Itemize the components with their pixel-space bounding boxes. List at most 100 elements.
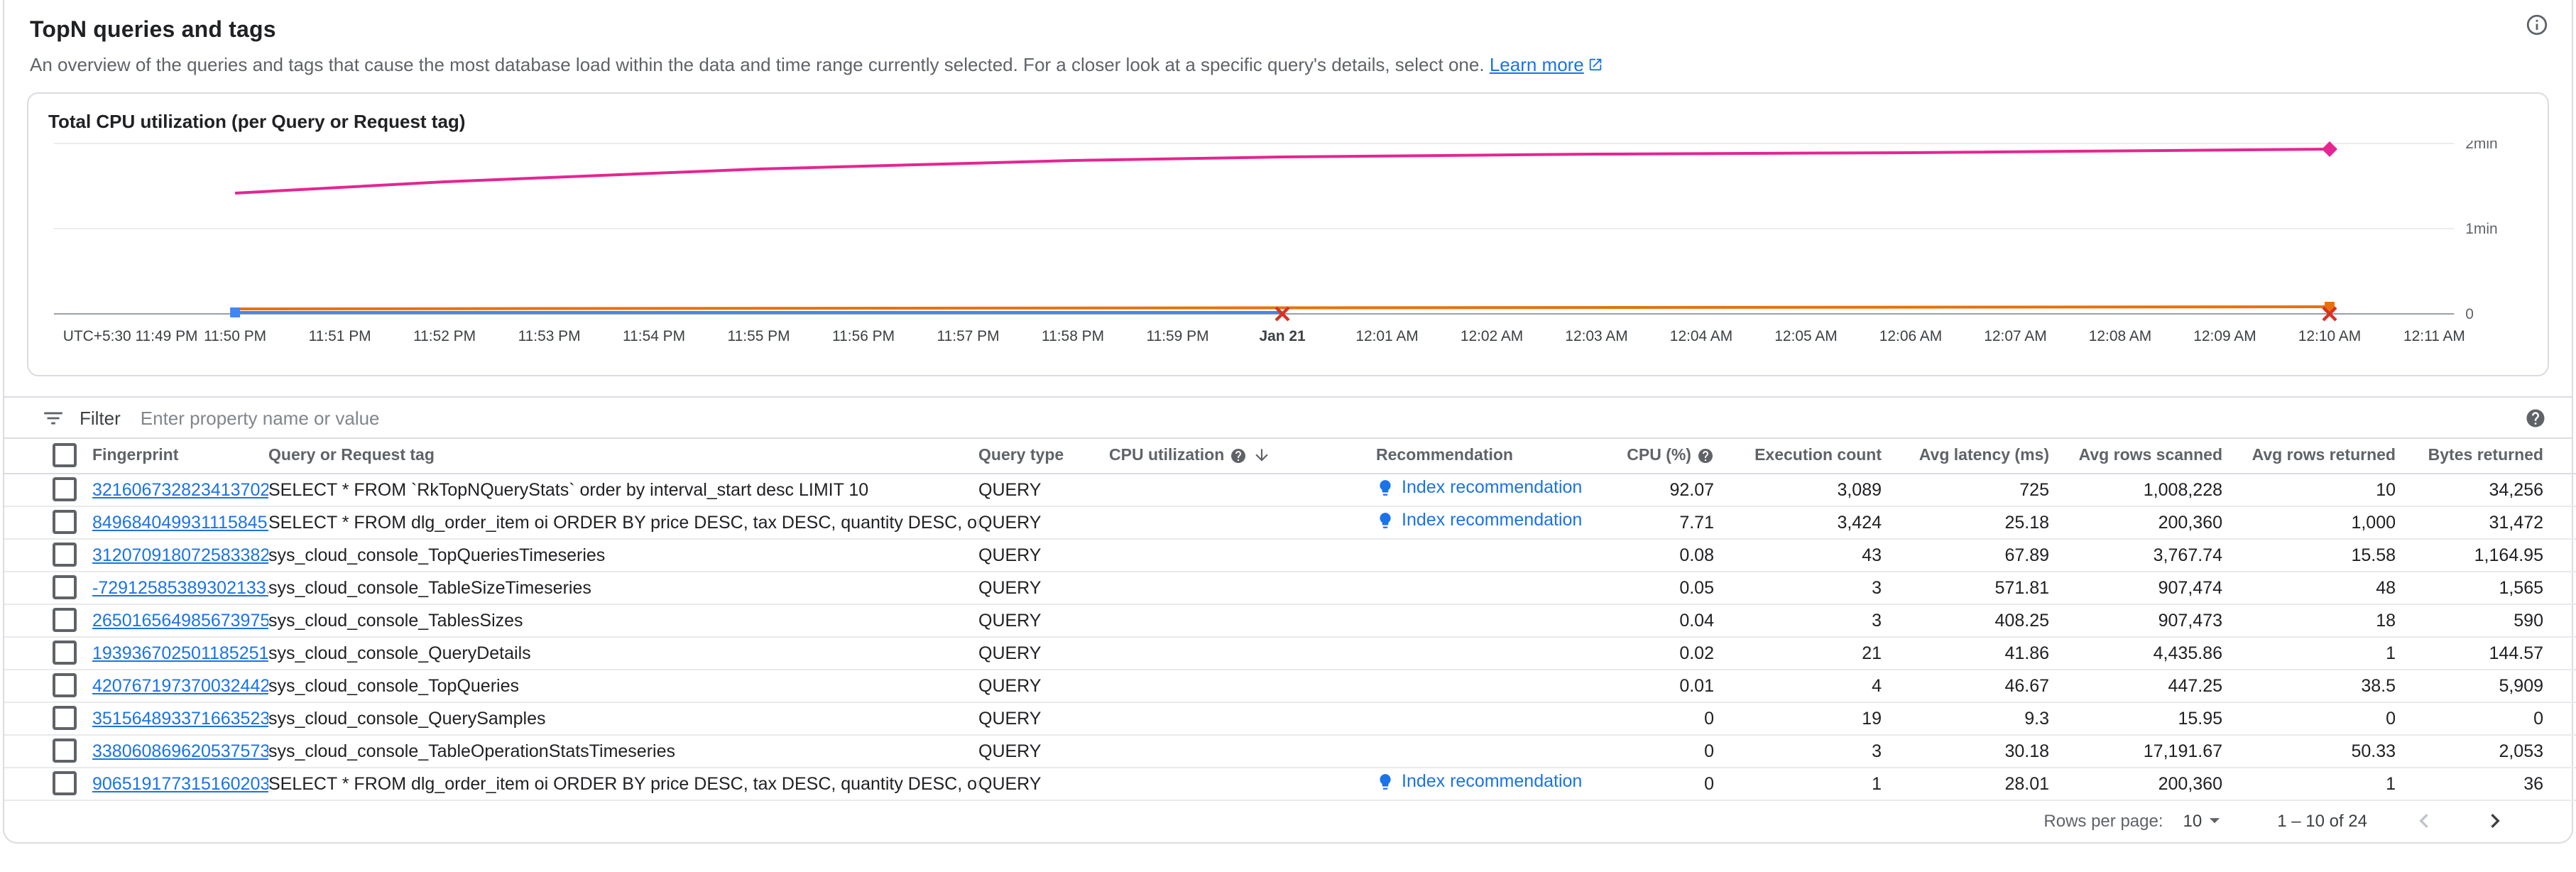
- row-checkbox[interactable]: [53, 771, 77, 795]
- execution-count-value: 3,424: [1720, 506, 1887, 539]
- table-row[interactable]: 1939367025011852511 sys_cloud_console_Qu…: [4, 636, 2576, 670]
- lightbulb-icon: [1380, 773, 1391, 790]
- avg-rows-returned-value: 1: [2228, 767, 2401, 800]
- row-checkbox[interactable]: [53, 575, 77, 599]
- query-text: sys_cloud_console_TableOperationStatsTim…: [268, 741, 675, 761]
- avg-latency-value: 25.18: [1887, 506, 2055, 539]
- col-execution-count[interactable]: Execution count: [1720, 439, 1887, 474]
- bytes-returned-value: 2,053: [2401, 734, 2576, 768]
- query-text: SELECT * FROM `RkTopNQueryStats` order b…: [268, 479, 869, 499]
- col-cpu-pct[interactable]: CPU (%): [1589, 439, 1720, 474]
- chevron-right-icon: [2491, 813, 2500, 827]
- avg-rows-returned-value: 10: [2228, 473, 2401, 506]
- cpu-utilization-chart: 2min 1min 0 UTC+5:30 11:49 PM 11:50 PM 11:51 …: [53, 141, 2498, 344]
- table-row[interactable]: -72912585389302133... sys_cloud_console_…: [4, 571, 2576, 604]
- table-row[interactable]: 312070918072583382 sys_cloud_console_Top…: [4, 538, 2576, 572]
- avg-latency-value: 725: [1887, 473, 2055, 506]
- filter-input[interactable]: [134, 407, 2511, 428]
- cpu-utilization-help-icon[interactable]: [1230, 447, 1247, 464]
- bytes-returned-value: 34,256: [2401, 473, 2576, 506]
- table-row[interactable]: 8496840499311158456 SELECT * FROM dlg_or…: [4, 506, 2576, 539]
- learn-more-link[interactable]: Learn more: [1490, 54, 1604, 75]
- table-row[interactable]: 3515648933716635231 sys_cloud_console_Qu…: [4, 702, 2576, 735]
- col-avg-rows-returned[interactable]: Avg rows returned: [2228, 439, 2401, 474]
- col-query-type[interactable]: Query type: [978, 439, 1109, 474]
- pagination: Rows per page: 10 1 – 10 of 24: [4, 800, 2572, 840]
- avg-latency-value: 28.01: [1887, 767, 2055, 800]
- fingerprint-link[interactable]: 3216067328234137024: [92, 479, 268, 499]
- filter-bar: Filter: [4, 396, 2572, 439]
- execution-count-value: 3: [1720, 604, 1887, 637]
- row-checkbox[interactable]: [53, 641, 77, 665]
- bytes-returned-value: 31,472: [2401, 506, 2576, 539]
- col-avg-rows-scanned[interactable]: Avg rows scanned: [2055, 439, 2228, 474]
- previous-page-button[interactable]: [2410, 806, 2438, 834]
- fingerprint-link[interactable]: 3380608696205375739: [92, 741, 268, 761]
- row-checkbox[interactable]: [53, 543, 77, 567]
- table-row[interactable]: 3380608696205375739 sys_cloud_console_Ta…: [4, 734, 2576, 768]
- avg-latency-value: 408.25: [1887, 604, 2055, 637]
- x-axis-label: 11:51 PM: [309, 328, 371, 344]
- execution-count-value: 3,089: [1720, 473, 1887, 506]
- pagination-range: 1 – 10 of 24: [2277, 810, 2367, 830]
- rows-per-page-select[interactable]: 10: [2183, 808, 2227, 832]
- table-header-row: Fingerprint Query or Request tag Query t…: [4, 439, 2576, 474]
- y-axis-label: 0: [2465, 306, 2474, 322]
- sort-descending-icon[interactable]: [1252, 447, 1271, 465]
- next-page-button[interactable]: [2481, 806, 2509, 834]
- row-checkbox[interactable]: [53, 706, 77, 730]
- bytes-returned-value: 590: [2401, 604, 2576, 637]
- fingerprint-link[interactable]: 312070918072583382: [92, 545, 268, 565]
- fingerprint-link[interactable]: 2650165649856739758: [92, 610, 268, 630]
- filter-label: Filter: [80, 407, 121, 428]
- row-checkbox[interactable]: [53, 477, 77, 501]
- table-help-icon[interactable]: [2525, 407, 2546, 428]
- fingerprint-link[interactable]: 3515648933716635231: [92, 708, 268, 728]
- table-row[interactable]: 3216067328234137024 SELECT * FROM `RkTop…: [4, 473, 2576, 506]
- bytes-returned-value: 1,164.95: [2401, 538, 2576, 572]
- col-recommendation[interactable]: Recommendation: [1376, 439, 1589, 474]
- recommendation-link[interactable]: Index recommendation: [1376, 772, 1582, 792]
- page-description-text: An overview of the queries and tags that…: [30, 54, 1485, 75]
- query-type: QUERY: [978, 702, 1109, 735]
- cpu-pct-help-icon[interactable]: [1697, 447, 1714, 464]
- row-checkbox[interactable]: [53, 739, 77, 763]
- avg-latency-value: 67.89: [1887, 538, 2055, 572]
- fingerprint-link[interactable]: 9065191773151602033: [92, 773, 268, 793]
- table-row[interactable]: 4207671973700324422 sys_cloud_console_To…: [4, 669, 2576, 702]
- query-type: QUERY: [978, 506, 1109, 539]
- avg-rows-scanned-value: 3,767.74: [2055, 538, 2228, 572]
- query-text: SELECT * FROM dlg_order_item oi ORDER BY…: [268, 512, 978, 532]
- col-bytes-returned[interactable]: Bytes returned: [2401, 439, 2576, 474]
- page-description: An overview of the queries and tags that…: [30, 54, 2543, 75]
- cpu-pct-value: 0.05: [1589, 571, 1720, 604]
- table-row[interactable]: 9065191773151602033 SELECT * FROM dlg_or…: [4, 767, 2576, 800]
- col-cpu-utilization[interactable]: CPU utilization: [1109, 439, 1376, 474]
- avg-rows-scanned-value: 1,008,228: [2055, 473, 2228, 506]
- recommendation-link[interactable]: Index recommendation: [1376, 478, 1582, 498]
- fingerprint-link[interactable]: 8496840499311158456: [92, 512, 268, 532]
- col-fingerprint[interactable]: Fingerprint: [92, 439, 268, 474]
- page-info-icon[interactable]: [2525, 13, 2549, 44]
- query-type: QUERY: [978, 604, 1109, 637]
- x-axis-label: 12:04 AM: [1670, 328, 1732, 344]
- avg-rows-scanned-value: 907,474: [2055, 571, 2228, 604]
- select-all-checkbox[interactable]: [53, 443, 77, 468]
- fingerprint-link[interactable]: -72912585389302133...: [92, 577, 268, 597]
- avg-rows-scanned-value: 447.25: [2055, 669, 2228, 702]
- row-checkbox[interactable]: [53, 608, 77, 632]
- bytes-returned-value: 0: [2401, 702, 2576, 735]
- table-row[interactable]: 2650165649856739758 sys_cloud_console_Ta…: [4, 604, 2576, 637]
- col-query-or-request-tag[interactable]: Query or Request tag: [268, 439, 978, 474]
- recommendation-link[interactable]: Index recommendation: [1376, 511, 1582, 530]
- x-axis-label: 12:06 AM: [1879, 328, 1942, 344]
- series-marker: [2321, 141, 2337, 157]
- row-checkbox[interactable]: [53, 510, 77, 534]
- col-avg-latency[interactable]: Avg latency (ms): [1887, 439, 2055, 474]
- chart-series-series-pink: [234, 148, 2330, 195]
- row-checkbox[interactable]: [53, 673, 77, 697]
- fingerprint-link[interactable]: 1939367025011852511: [92, 643, 268, 663]
- bytes-returned-value: 144.57: [2401, 636, 2576, 670]
- chart-title: Total CPU utilization (per Query or Requ…: [48, 111, 466, 132]
- fingerprint-link[interactable]: 4207671973700324422: [92, 675, 268, 695]
